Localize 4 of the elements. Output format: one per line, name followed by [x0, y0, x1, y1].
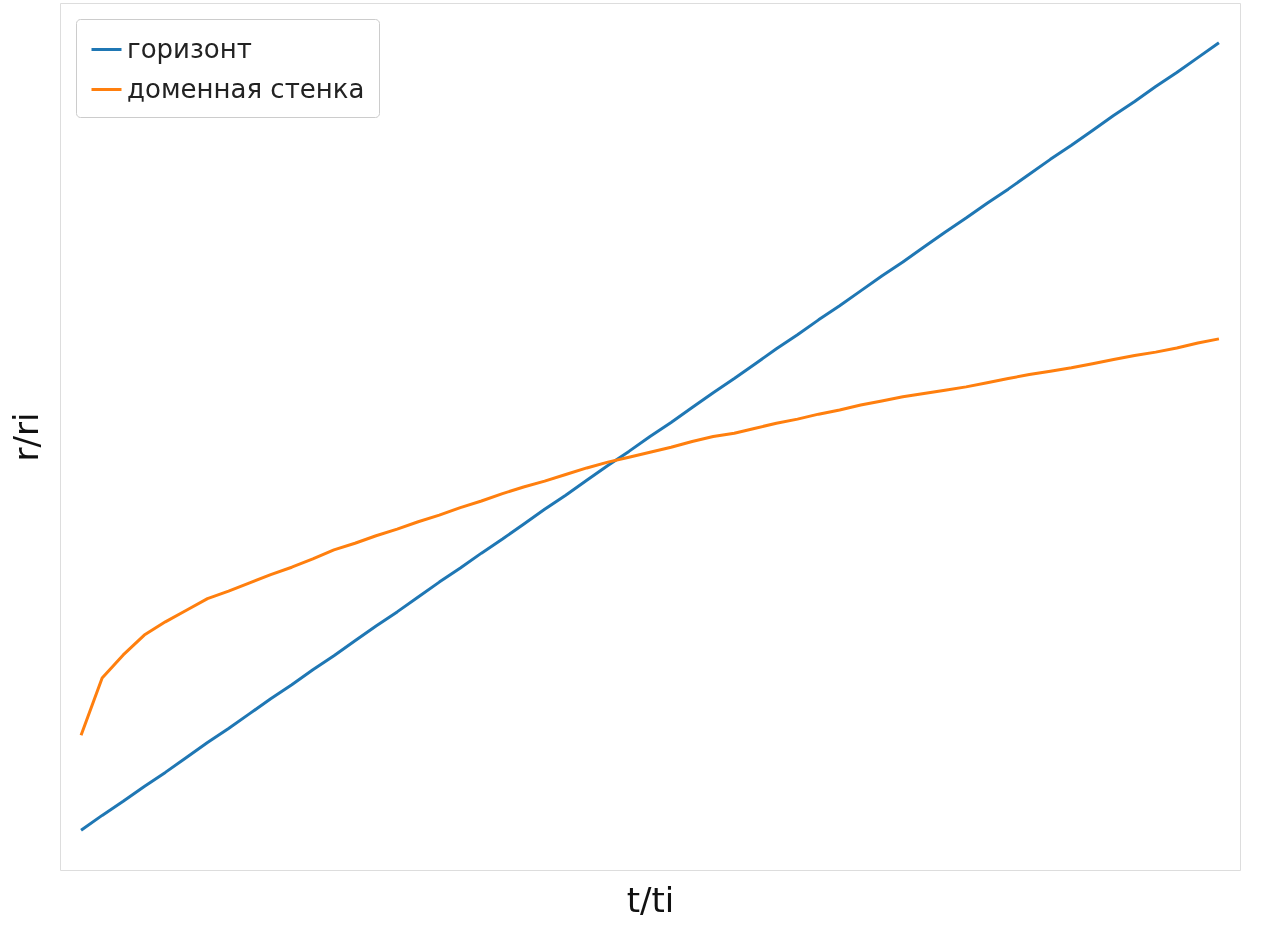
y-axis-title: r/ri — [5, 412, 46, 462]
legend-label: доменная стенка — [127, 73, 365, 104]
x-axis-title: t/ti — [626, 879, 675, 920]
legend-label: горизонт — [127, 33, 252, 64]
